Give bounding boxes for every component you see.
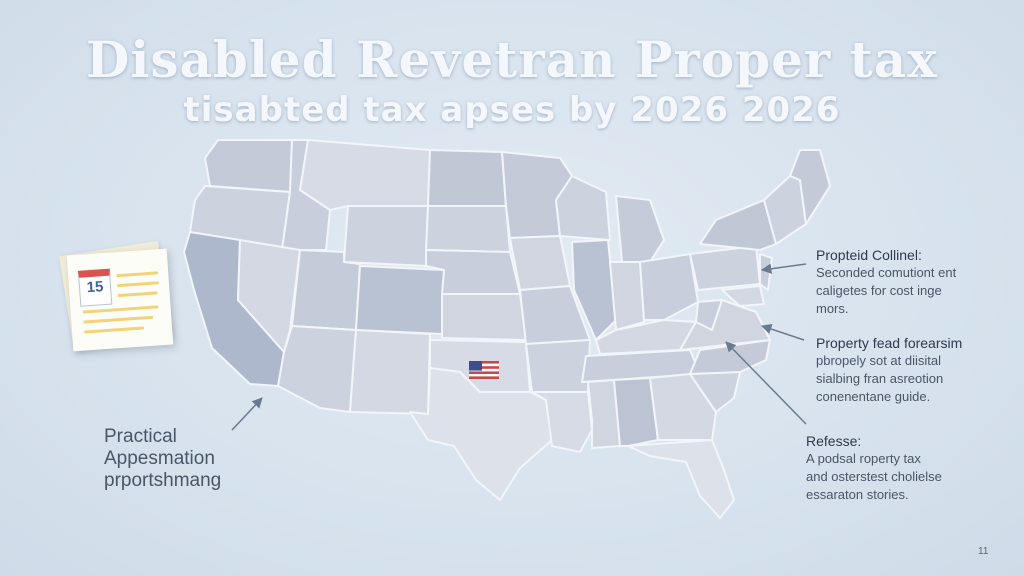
state-iowa bbox=[510, 236, 570, 290]
callout-1-line: Seconded comutiont ent bbox=[816, 264, 956, 282]
state-indiana bbox=[610, 262, 644, 330]
state-florida bbox=[628, 440, 734, 518]
state-arkansas bbox=[526, 340, 590, 392]
doc-line bbox=[83, 316, 153, 324]
calendar-document-icon: 15 bbox=[67, 249, 173, 352]
calendar-date: 15 bbox=[78, 269, 112, 307]
doc-line bbox=[118, 291, 158, 297]
state-michigan bbox=[616, 196, 664, 262]
callout-3-line: and osterstest cholielse bbox=[806, 468, 942, 486]
callout-2-heading: Property fead forearsim bbox=[816, 334, 962, 352]
doc-line bbox=[116, 271, 158, 277]
state-north-dakota bbox=[428, 150, 506, 206]
doc-line bbox=[117, 281, 159, 287]
left-callout-arrow bbox=[232, 398, 262, 430]
state-pennsylvania bbox=[690, 246, 760, 290]
callout-1: Propteid Collinel: Seconded comutiont en… bbox=[816, 246, 956, 318]
doc-line bbox=[83, 305, 159, 313]
state-south-dakota bbox=[426, 206, 510, 252]
doc-line bbox=[84, 326, 144, 333]
callout-3-line: A podsal roperty tax bbox=[806, 450, 942, 468]
callout-3: Refesse: A podsal roperty tax and osters… bbox=[806, 432, 942, 504]
callout-1-line: caligetes for cost inge bbox=[816, 282, 956, 300]
state-washington bbox=[205, 140, 292, 192]
state-new-jersey bbox=[760, 254, 772, 290]
left-callout-line: Appesmation bbox=[104, 448, 221, 470]
callout-3-heading: Refesse: bbox=[806, 432, 942, 450]
state-new-york bbox=[700, 200, 776, 250]
state-arizona bbox=[278, 326, 356, 412]
state-new-mexico bbox=[350, 330, 430, 414]
left-callout: Practical Appesmation prportshmang bbox=[104, 426, 221, 492]
left-callout-line: Practical bbox=[104, 426, 221, 448]
state-kansas bbox=[442, 294, 526, 340]
callout-2-line: conenentane guide. bbox=[816, 388, 962, 406]
callout-1-line: mors. bbox=[816, 300, 956, 318]
state-ohio bbox=[640, 254, 698, 320]
callout-2: Property fead forearsim pbropely sot at … bbox=[816, 334, 962, 406]
state-montana bbox=[300, 140, 430, 210]
left-callout-line: prportshmang bbox=[104, 470, 221, 492]
callout-3-line: essaraton stories. bbox=[806, 486, 942, 504]
us-flag-icon bbox=[469, 361, 499, 379]
callout-1-heading: Propteid Collinel: bbox=[816, 246, 956, 264]
page-number: 11 bbox=[978, 546, 988, 557]
state-wyoming bbox=[344, 206, 428, 266]
state-virginia bbox=[680, 300, 770, 350]
state-utah bbox=[292, 250, 360, 330]
callout-2-line: pbropely sot at diisital bbox=[816, 352, 962, 370]
callout-2-line: sialbing fran asreotion bbox=[816, 370, 962, 388]
state-colorado bbox=[356, 266, 444, 334]
